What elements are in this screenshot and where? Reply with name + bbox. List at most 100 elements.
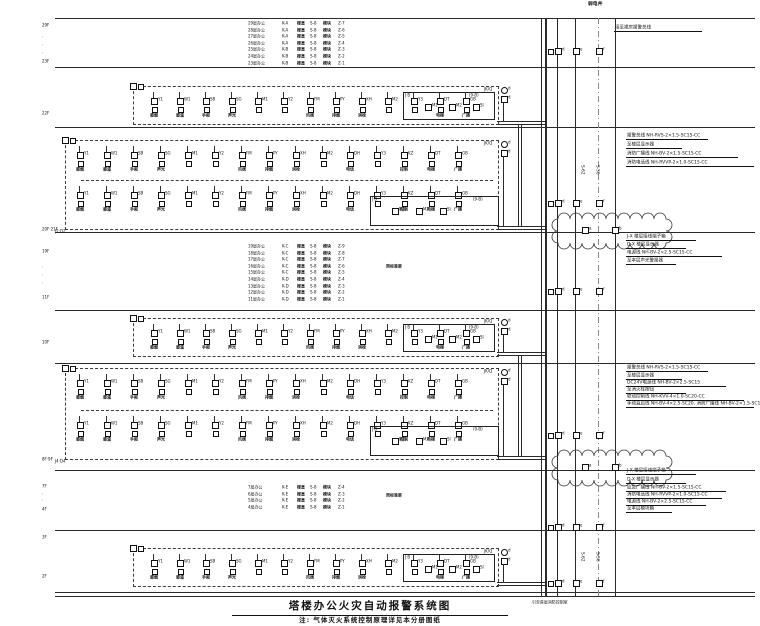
device-label: W1: [184, 559, 191, 564]
bell-connection-line: [503, 102, 504, 121]
table-cell: 6层办公: [248, 491, 263, 497]
device-drop-line: [153, 92, 154, 98]
device-label: Y2: [288, 97, 293, 102]
device-type-label: 风阀: [238, 395, 246, 400]
cable-annotation: 报警总线 NH-RVS-2×1.5-SC15-CC: [627, 364, 701, 370]
device-type-label: 广播: [462, 575, 470, 580]
device-base-symbol: [359, 107, 366, 113]
loop-dashed-box: [65, 368, 499, 460]
sounder-module-symbol: [501, 96, 508, 103]
loop-feed-symbol: [138, 546, 144, 552]
device-base-symbol: [212, 431, 219, 437]
device-label: DH: [354, 151, 361, 156]
terminal-box-label: J·B: [405, 93, 411, 98]
separator-line: [55, 592, 755, 593]
device-base-symbol: [229, 107, 236, 113]
table-cell: Z-2: [338, 290, 345, 296]
table-cell: 模块: [323, 491, 331, 497]
device-label: M1: [432, 103, 438, 108]
fire-bell-icon: [501, 369, 508, 376]
device-label: SI: [480, 565, 484, 570]
device-base-symbol: [411, 107, 418, 113]
device-base-symbol: [104, 201, 111, 207]
table-cell: Z-6: [338, 264, 345, 269]
device-type-label: 消栓: [292, 437, 300, 442]
device-drop-line: [187, 416, 188, 422]
device-drop-line: [413, 324, 414, 330]
device-base-symbol: [104, 389, 111, 395]
table-cell: K-E: [282, 491, 289, 497]
terminal-box-device: [449, 566, 456, 573]
device-symbol: [266, 192, 273, 199]
device-label: GB: [462, 151, 468, 156]
device-label: XH: [366, 559, 372, 564]
table-cell: 29层办公: [248, 21, 265, 26]
device-base-symbol: [212, 201, 219, 207]
device-base-symbol: [428, 431, 435, 437]
device-label: XH: [366, 329, 372, 334]
table-cell: 11层办公: [248, 297, 265, 302]
table-cell: Z-3: [338, 47, 345, 53]
device-label: M2: [392, 329, 398, 334]
device-label: Y3: [381, 379, 386, 384]
device-label: d: [562, 523, 565, 528]
device-symbol: [347, 192, 354, 199]
device-type-label: 控制: [400, 437, 408, 442]
device-label: SG: [165, 191, 171, 196]
device-label: GB: [470, 329, 476, 334]
device-base-symbol: [374, 431, 381, 437]
device-label: W1: [111, 191, 118, 196]
device-label: d: [508, 95, 511, 100]
table-cell: K-C: [282, 257, 289, 263]
table-cell: 模块: [323, 264, 331, 269]
table-cell: K-E: [282, 498, 289, 504]
device-drop-line: [268, 416, 269, 422]
loop-dashed-box: [65, 140, 499, 230]
cable-annotation: 至本层模块箱: [627, 505, 655, 511]
device-label: DT: [435, 191, 441, 196]
riser-device-symbol: [555, 432, 562, 439]
table-cell: 模块: [323, 21, 331, 26]
device-symbol: [281, 330, 288, 337]
terminal-box-ref: (9-B): [469, 93, 479, 98]
device-label: d: [508, 368, 511, 373]
cable-annotation: 至消火栓按钮: [627, 386, 655, 392]
device-drop-line: [387, 554, 388, 560]
device-base-symbol: [307, 569, 314, 575]
device-base-symbol: [266, 431, 273, 437]
device-label: e: [580, 199, 583, 204]
device-drop-line: [376, 186, 377, 192]
separator-line: [55, 596, 755, 597]
device-label: DT: [444, 559, 450, 564]
floor-label: 3F: [42, 535, 47, 540]
device-symbol: [151, 98, 158, 105]
riser-device-symbol: [596, 524, 603, 531]
device-base-symbol: [239, 161, 246, 167]
table-cell: 楼显: [297, 485, 305, 490]
device-type-label: 风阀: [306, 575, 314, 580]
device-label: SB: [138, 379, 144, 384]
device-symbol: [229, 560, 236, 567]
device-label: DT: [435, 421, 441, 426]
table-cell: 12层办公: [248, 290, 265, 296]
loop-dashed-box: [133, 86, 499, 125]
device-drop-line: [465, 92, 466, 98]
cable-annotation-leader: 电源线 NH-BV-2×2.5-SC15-CC: [626, 497, 706, 506]
device-type-label: 广播: [462, 345, 470, 350]
cable-annotation: DC24V电源线 NH-BV-2×2.5-SC15: [627, 379, 701, 385]
device-drop-line: [295, 186, 296, 192]
device-base-symbol: [266, 389, 273, 395]
device-base-symbol: [455, 161, 462, 167]
floor-label: 29F: [42, 23, 50, 28]
fire-bell-icon: [501, 549, 508, 556]
riser-device-symbol: [596, 432, 603, 439]
device-drop-line: [430, 374, 431, 380]
power-riser-line: [575, 18, 576, 596]
device-base-symbol: [77, 161, 84, 167]
device-label: e: [580, 431, 583, 436]
table-cell: S-8: [310, 283, 317, 289]
table-cell: K-E: [282, 485, 289, 490]
bus-connector-line: [518, 124, 519, 227]
device-label: PY: [340, 97, 345, 102]
cable-annotation-leader: 消防广播线 NH-BV-2×1.5-SC15-CC: [626, 149, 738, 158]
